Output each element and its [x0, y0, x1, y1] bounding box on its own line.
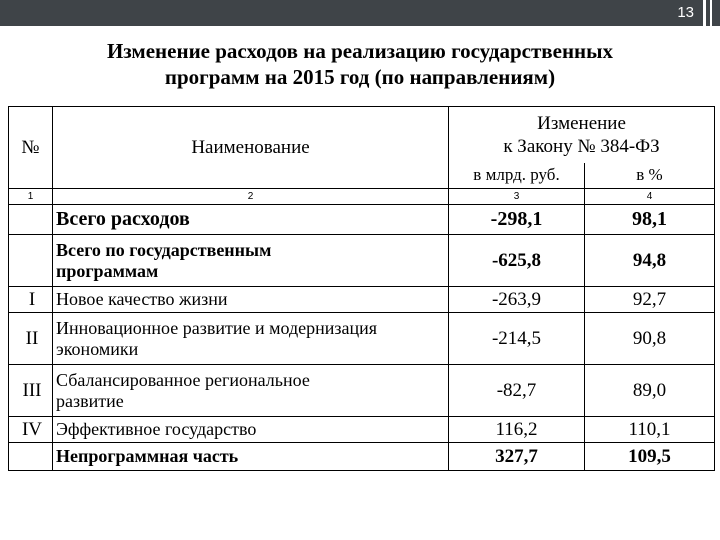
- title-line-2: программ на 2015 год (по направлениям): [164, 65, 556, 89]
- row-name: Эффективное государство: [52, 416, 449, 443]
- row-no: [8, 234, 53, 287]
- index-3: 3: [448, 188, 585, 205]
- header-change: Изменение к Закону № 384-ФЗ: [448, 106, 716, 163]
- page-title: Изменение расходов на реализацию государ…: [20, 38, 700, 90]
- row-bln: -214,5: [448, 312, 585, 365]
- header-units-row: в млрд. руб. в %: [9, 162, 716, 189]
- row-pct: 92,7: [584, 286, 716, 313]
- row-name: Сбалансированное региональное развитие: [52, 364, 449, 417]
- index-row: 1 2 3 4: [8, 188, 716, 205]
- row-no: [8, 442, 53, 471]
- header-name: Наименование: [52, 106, 449, 189]
- title-line-1: Изменение расходов на реализацию государ…: [106, 39, 614, 63]
- header-change-line-2: к Закону № 384-ФЗ: [503, 135, 660, 157]
- row-no: [8, 204, 53, 235]
- row-name: Инновационное развитие и модернизация эк…: [52, 312, 449, 365]
- row-name-line-1: Всего по государственным: [56, 239, 272, 260]
- row-name: Непрограммная часть: [52, 442, 449, 471]
- expenditure-table: № Наименование Изменение к Закону № 384-…: [8, 106, 716, 471]
- header-unit-bln: в млрд. руб.: [448, 162, 585, 189]
- row-no: IV: [8, 416, 53, 443]
- row-no: III: [8, 364, 53, 417]
- row-name: Всего по государственным программам: [52, 234, 449, 287]
- row-pct: 110,1: [584, 416, 716, 443]
- row-bln: 327,7: [448, 442, 585, 471]
- row-no: II: [8, 312, 53, 365]
- row-name: Новое качество жизни: [52, 286, 449, 313]
- header-no: №: [8, 106, 53, 189]
- index-1: 1: [8, 188, 53, 205]
- row-pct: 98,1: [584, 204, 716, 235]
- page-number: 13: [677, 4, 694, 21]
- row-pct: 109,5: [584, 442, 716, 471]
- header-unit-pct: в %: [584, 162, 716, 189]
- row-name-line-2: экономики: [56, 338, 139, 359]
- row-bln: -263,9: [448, 286, 585, 313]
- row-pct: 90,8: [584, 312, 716, 365]
- row-bln: -82,7: [448, 364, 585, 417]
- table-row: Всего расходов -298,1 98,1: [8, 204, 716, 235]
- row-pct: 89,0: [584, 364, 716, 417]
- table-row: I Новое качество жизни -263,9 92,7: [8, 286, 716, 313]
- row-name: Всего расходов: [52, 204, 449, 235]
- row-pct: 94,8: [584, 234, 716, 287]
- table-row: IV Эффективное государство 116,2 110,1: [8, 416, 716, 443]
- row-bln: -625,8: [448, 234, 585, 287]
- top-bar-accent: [703, 0, 706, 26]
- row-bln: -298,1: [448, 204, 585, 235]
- top-bar: 13: [0, 0, 720, 26]
- top-bar-accent-thin: [710, 0, 712, 26]
- row-name-line-2: развитие: [56, 390, 124, 411]
- table-row: Непрограммная часть 327,7 109,5: [8, 442, 716, 471]
- index-2: 2: [52, 188, 449, 205]
- row-bln: 116,2: [448, 416, 585, 443]
- row-name-line-2: программам: [56, 260, 159, 281]
- index-4: 4: [584, 188, 716, 205]
- row-no: I: [8, 286, 53, 313]
- table-row: Всего по государственным программам -625…: [8, 234, 716, 287]
- header-change-line-1: Изменение: [537, 112, 626, 134]
- header-row: № Наименование Изменение к Закону № 384-…: [8, 106, 716, 189]
- table-row: II Инновационное развитие и модернизация…: [8, 312, 716, 365]
- row-name-line-1: Сбалансированное региональное: [56, 369, 310, 390]
- row-name-line-1: Инновационное развитие и модернизация: [56, 317, 378, 338]
- table-row: III Сбалансированное региональное развит…: [8, 364, 716, 417]
